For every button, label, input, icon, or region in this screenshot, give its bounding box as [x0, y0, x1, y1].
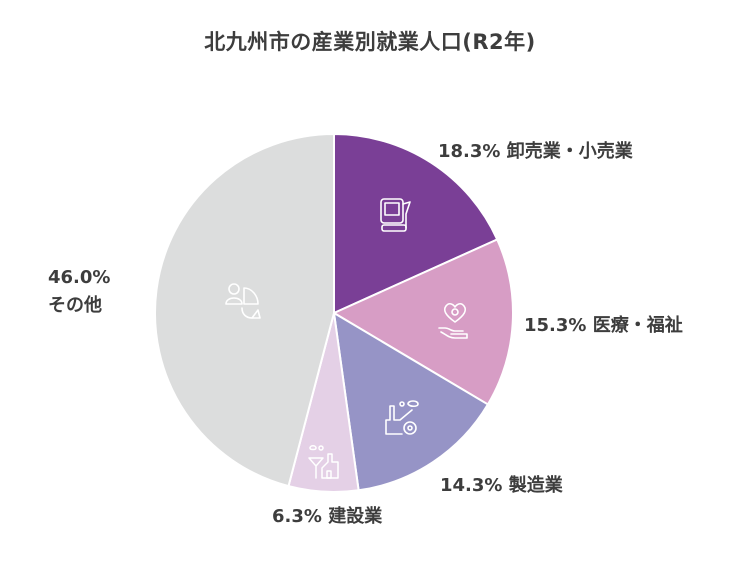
label-medical-pct: 15.3%	[524, 315, 587, 336]
pie-slice	[154, 132, 335, 488]
label-construction-pct: 6.3%	[272, 506, 322, 527]
label-construction: 6.3% 建設業	[272, 505, 382, 528]
pie-slice	[333, 132, 499, 315]
factory-gear-icon	[385, 400, 419, 435]
label-retail-name: 卸売業・小売業	[506, 141, 633, 162]
label-other-pct: 46.0%	[48, 267, 111, 288]
cash-register-icon	[380, 198, 411, 232]
pie-slice	[331, 238, 514, 406]
label-construction-name: 建設業	[328, 506, 383, 527]
label-medical: 15.3% 医療・福祉	[524, 314, 683, 337]
label-manufacturing-pct: 14.3%	[440, 475, 503, 496]
construction-site-icon	[308, 445, 339, 479]
label-manufacturing: 14.3% 製造業	[440, 474, 563, 497]
person-pie-icon	[225, 283, 261, 319]
chart-title: 北九州市の産業別就業人口(R2年)	[204, 30, 536, 54]
heart-in-hand-icon	[438, 302, 468, 339]
label-retail: 18.3% 卸売業・小売業	[438, 140, 633, 163]
label-medical-name: 医療・福祉	[592, 315, 683, 336]
label-other-name: その他	[48, 294, 102, 316]
label-retail-pct: 18.3%	[438, 141, 501, 162]
label-manufacturing-name: 製造業	[508, 475, 563, 496]
label-other: 46.0% その他	[48, 264, 110, 320]
pie-slices	[154, 132, 514, 493]
